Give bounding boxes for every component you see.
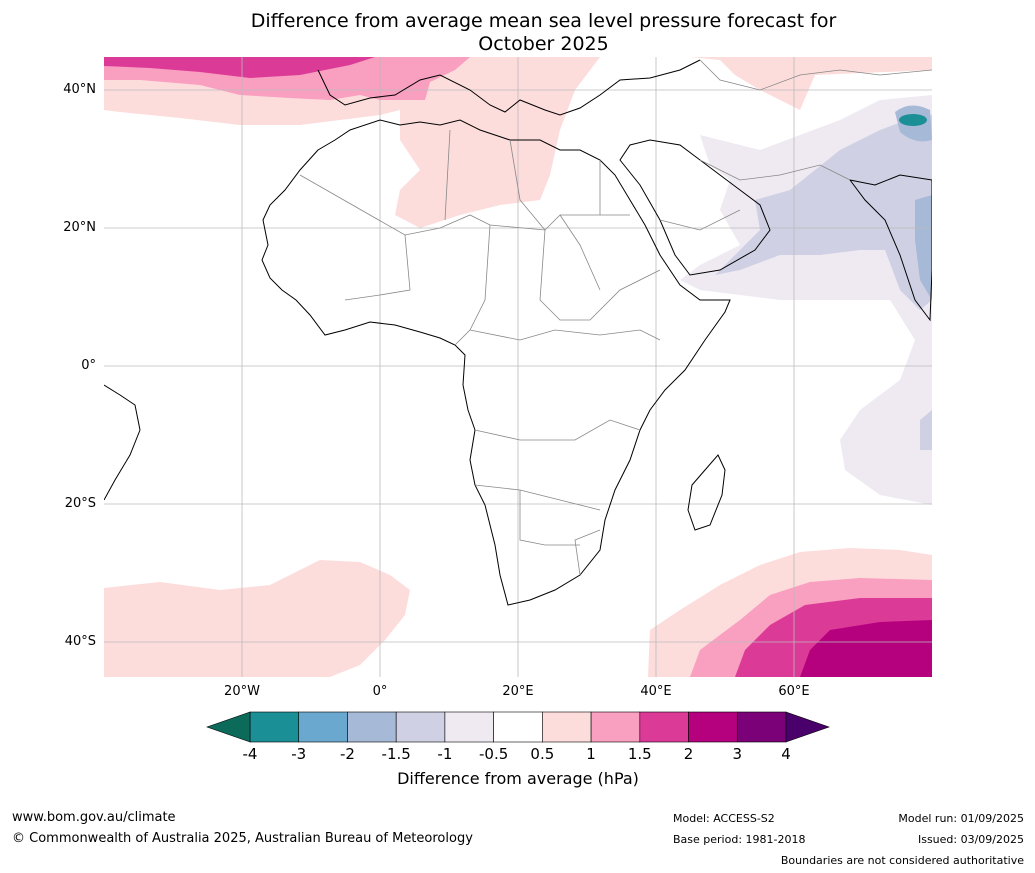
colorbar-tick-label: 4 bbox=[781, 745, 791, 763]
india-coastline bbox=[848, 174, 932, 322]
madagascar-coastline bbox=[687, 454, 726, 531]
map-title-line1: Difference from average mean sea level p… bbox=[250, 10, 837, 32]
colorbar-tick-label: -4 bbox=[242, 745, 258, 763]
footer-url[interactable]: www.bom.gov.au/climate bbox=[12, 810, 176, 825]
lat-label-40s: 40°S bbox=[64, 634, 96, 649]
colorbar-under-arrow bbox=[206, 711, 251, 743]
colorbar-tick-label: -1.5 bbox=[381, 745, 411, 763]
footer-model: Model: ACCESS-S2 bbox=[673, 812, 775, 825]
graticule bbox=[104, 57, 932, 677]
lon-label-60e: 60°E bbox=[778, 684, 810, 699]
country-borders bbox=[299, 59, 932, 576]
lat-label-40n: 40°N bbox=[63, 82, 96, 97]
colorbar-tick-label: 2 bbox=[683, 745, 694, 763]
footer-model-run: Model run: 01/09/2025 bbox=[898, 812, 1024, 825]
map-title-line2: October 2025 bbox=[478, 33, 609, 55]
colorbar-tick-label: 1.5 bbox=[627, 745, 652, 763]
colorbar-tick-label: -0.5 bbox=[478, 745, 509, 763]
colorbar-over-arrow bbox=[785, 711, 830, 743]
colorbar-tick-label: -3 bbox=[291, 745, 307, 763]
anomaly-east-light bbox=[715, 115, 932, 310]
colorbar-tick-label: 3 bbox=[732, 745, 743, 763]
anomaly-east-mid bbox=[915, 195, 932, 300]
colorbar-segment bbox=[298, 711, 348, 743]
lon-label-0: 0° bbox=[372, 684, 388, 699]
colorbar-label: Difference from average (hPa) bbox=[397, 769, 639, 788]
colorbar-segment bbox=[395, 711, 446, 743]
africa-coastline bbox=[261, 119, 731, 606]
colorbar-tick-label: -1 bbox=[437, 745, 453, 763]
colorbar bbox=[206, 711, 830, 743]
arabia-coastline bbox=[619, 139, 771, 276]
lat-label-20s: 20°S bbox=[64, 496, 96, 511]
colorbar-tick-label: 1 bbox=[586, 745, 596, 763]
footer-base-period: Base period: 1981-2018 bbox=[673, 833, 806, 846]
anomaly-south-indian-faint bbox=[920, 410, 932, 450]
lat-label-20n: 20°N bbox=[63, 220, 96, 235]
europe-coastline bbox=[317, 59, 701, 116]
map-area bbox=[104, 57, 932, 677]
footer-copyright: © Commonwealth of Australia 2025, Austra… bbox=[12, 831, 473, 846]
colorbar-segment bbox=[688, 711, 738, 743]
colorbar-segment bbox=[347, 711, 397, 743]
lon-label-40e: 40°E bbox=[640, 684, 672, 699]
anomaly-east-core bbox=[899, 114, 927, 126]
anomaly-north-strong bbox=[104, 57, 375, 78]
colorbar-tick-label: -2 bbox=[339, 745, 355, 763]
colorbar-segment bbox=[444, 711, 494, 743]
anomaly-southeast-max bbox=[800, 620, 932, 677]
footer-issued: Issued: 03/09/2025 bbox=[917, 833, 1024, 846]
colorbar-segment bbox=[542, 711, 592, 743]
anomaly-south-atlantic bbox=[104, 560, 410, 677]
colorbar-segment bbox=[639, 711, 689, 743]
colorbar-tick-label: 0.5 bbox=[530, 745, 555, 763]
colorbar-segment bbox=[736, 711, 787, 743]
footer-boundaries-note: Boundaries are not considered authoritat… bbox=[780, 854, 1024, 867]
colorbar-segment bbox=[590, 711, 641, 743]
map-title: Difference from average mean sea level p… bbox=[0, 10, 1035, 56]
south-america-coastline bbox=[104, 384, 141, 501]
lat-label-0: 0° bbox=[81, 358, 96, 373]
lon-label-20e: 20°E bbox=[502, 684, 534, 699]
colorbar-segment bbox=[493, 711, 543, 743]
colorbar-segment bbox=[249, 711, 300, 743]
lon-label-20w: 20°W bbox=[224, 684, 260, 699]
